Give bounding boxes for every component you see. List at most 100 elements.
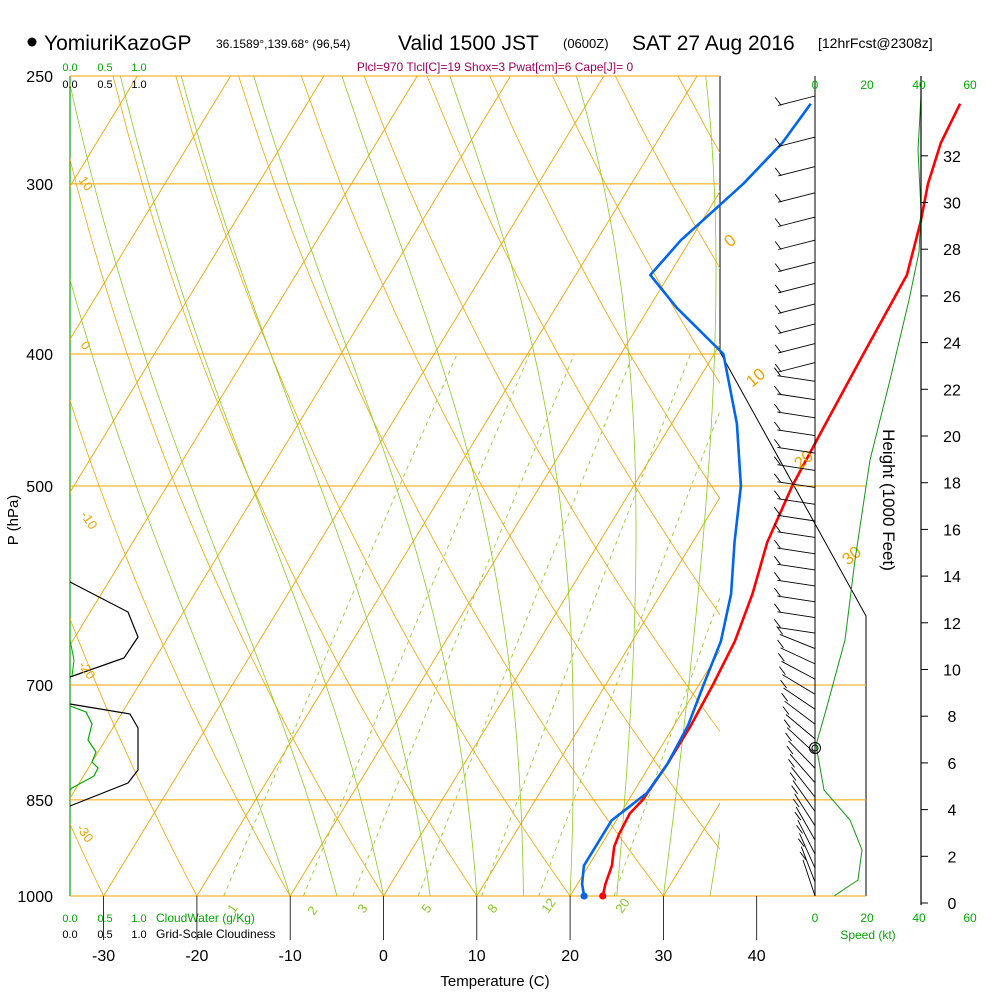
moist-adiabat xyxy=(70,278,291,896)
cloudwater-tick-top: 0.0 xyxy=(62,62,77,74)
wind-barb-flag xyxy=(774,619,781,628)
wind-barb-flag xyxy=(774,363,782,373)
cloud-profile xyxy=(69,581,139,807)
cloudiness-profile-upper xyxy=(69,581,139,678)
wind-barb xyxy=(778,343,816,354)
dry-adiabat xyxy=(301,76,720,850)
pressure-tick-label: 250 xyxy=(26,69,53,86)
moist-adiabat xyxy=(70,82,338,896)
wind-barb-flag xyxy=(791,785,798,794)
wind-barb-flag xyxy=(774,193,782,203)
height-tick-label: 2 xyxy=(948,849,957,866)
height-tick-label: 16 xyxy=(943,522,961,539)
wind-barb-flag xyxy=(774,439,781,448)
temp-tick-label: -10 xyxy=(279,948,302,965)
y-axis-label: P (hPa) xyxy=(5,495,22,546)
height-axis-label: Height (1000 Feet) xyxy=(879,429,898,571)
cloudwater-tick-bottom: 1.0 xyxy=(131,913,146,925)
height-tick-label: 4 xyxy=(948,803,957,820)
header: YomiuriKazoGP 36.1589°,139.68° (96,54) V… xyxy=(27,32,933,74)
wind-barb xyxy=(777,547,816,555)
mixing-ratio-line xyxy=(417,353,634,896)
wind-barb-flag xyxy=(788,759,795,768)
wind-barb xyxy=(799,833,816,869)
wind-barb-flag xyxy=(789,772,797,781)
speed-tick-bottom: 40 xyxy=(912,911,926,925)
wind-barb xyxy=(777,531,816,538)
wind-barb xyxy=(782,674,816,695)
dry-adiabat xyxy=(70,157,384,896)
wind-panel xyxy=(774,76,922,897)
pressure-tick-label: 500 xyxy=(26,479,53,496)
dry-adiabat xyxy=(175,76,571,896)
mixing-ratio-label: 12 xyxy=(538,895,559,915)
upper-isotherm-label: 30 xyxy=(838,542,865,569)
height-tick-label: 28 xyxy=(943,242,961,259)
cloudiness-tick-bottom: 0.0 xyxy=(62,929,77,941)
pressure-tick-label: 400 xyxy=(26,347,53,364)
wind-barb xyxy=(778,166,816,177)
wind-barb-flag xyxy=(774,523,781,533)
wind-barb xyxy=(784,700,816,725)
isotherm-line xyxy=(70,76,231,341)
cloudiness-tick-bottom: 0.5 xyxy=(97,929,112,941)
wind-barb-flag xyxy=(774,325,782,334)
mixing-ratio-line xyxy=(613,595,720,896)
wind-barb-flag xyxy=(774,138,782,147)
wind-barb xyxy=(797,819,816,855)
height-tick-label: 12 xyxy=(943,616,961,633)
mixing-ratio-label: 5 xyxy=(418,901,434,916)
height-tick-label: 30 xyxy=(943,196,961,213)
wind-barb xyxy=(777,611,816,618)
wind-barb xyxy=(778,362,816,373)
wind-barb xyxy=(778,136,816,147)
wind-barb xyxy=(778,216,816,227)
temp-tick-label: -30 xyxy=(92,948,115,965)
mixing-ratio-label: 8 xyxy=(484,901,500,916)
mixing-ratio-line xyxy=(223,353,458,896)
wind-barb-flag xyxy=(774,367,781,376)
speed-tick-top: 20 xyxy=(860,78,874,92)
height-tick-label: 6 xyxy=(948,756,957,773)
wind-barb xyxy=(777,411,816,419)
speed-tick-bottom: 20 xyxy=(860,911,874,925)
stability-indices: Plcl=970 Tlcl[C]=19 Shox=3 Pwat[cm]=6 Ca… xyxy=(357,60,634,74)
wind-barb-flag xyxy=(781,692,788,702)
wind-barb-flag xyxy=(774,263,782,272)
height-tick-label: 32 xyxy=(943,149,961,166)
wind-barb xyxy=(789,753,816,784)
wind-barb-flag xyxy=(778,653,785,662)
temp-tick-label: -20 xyxy=(185,948,208,965)
wind-barb xyxy=(777,481,816,488)
cloudwater-tick-top: 1.0 xyxy=(131,62,146,74)
wind-barb xyxy=(800,846,816,883)
wind-barb xyxy=(792,780,816,812)
mixing-ratio-line xyxy=(302,353,531,896)
cloudwater-tick-bottom: 0.0 xyxy=(62,913,77,925)
cloud-axis: CloudWater (g/Kg) Grid-Scale Cloudiness … xyxy=(62,62,275,941)
pressure-tick-label: 850 xyxy=(26,793,53,810)
dry-adiabat xyxy=(363,76,720,733)
wind-barb-flag xyxy=(796,825,803,834)
wind-barb-flag xyxy=(792,798,800,808)
upper-isotherm-label: 10 xyxy=(742,364,769,391)
wind-barb xyxy=(778,282,816,294)
pressure-lines xyxy=(70,75,866,897)
wind-barb-flag xyxy=(780,679,787,689)
temp-tick-label: 20 xyxy=(561,948,579,965)
wind-barb-flag xyxy=(774,556,781,565)
wind-barb xyxy=(778,239,816,250)
speed-axis-label: Speed (kt) xyxy=(840,928,895,942)
wind-barb xyxy=(778,303,816,314)
pressure-axis: P (hPa) 250 300 400 500 700 850 1000 xyxy=(5,69,53,906)
dewpoint-surface-point xyxy=(580,892,588,900)
wind-barb xyxy=(791,767,816,798)
pressure-tick-label: 1000 xyxy=(17,889,53,906)
wind-barb-flag xyxy=(794,811,802,821)
wind-barb xyxy=(778,323,816,334)
cloudwater-tick-top: 0.5 xyxy=(97,62,112,74)
wind-barb xyxy=(794,793,816,827)
wind-barb xyxy=(777,375,816,382)
